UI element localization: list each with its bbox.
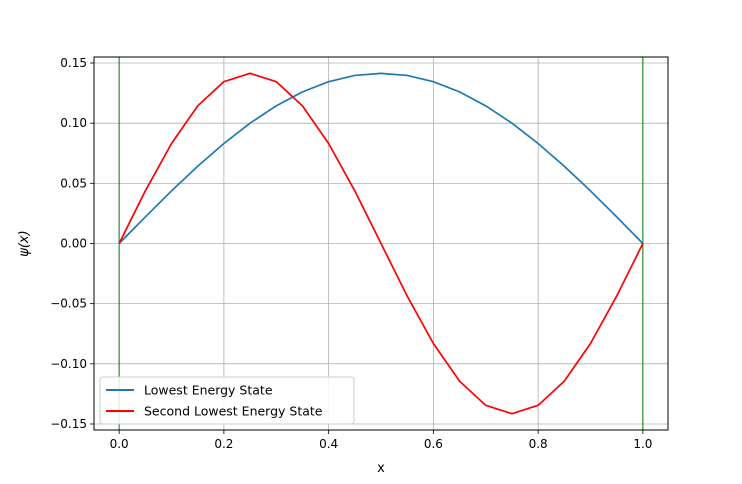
- x-tick-label: 0.4: [319, 437, 338, 451]
- y-tick-label: −0.05: [50, 297, 87, 311]
- series-line-1: [118, 72, 644, 415]
- y-tick-label: 0.10: [60, 116, 87, 130]
- x-tick-label: 1.0: [633, 437, 652, 451]
- legend: Lowest Energy State Second Lowest Energy…: [99, 376, 355, 425]
- boundary-lines: [118, 57, 644, 430]
- x-axis-ticks: 0.0 0.2 0.4 0.6 0.8 1.0: [110, 430, 652, 451]
- y-tick-label: 0.15: [60, 56, 87, 70]
- y-axis-ticks: 0.15 0.10 0.05 0.00 −0.05 −0.10 −0.15: [50, 56, 94, 431]
- y-tick-label: −0.15: [50, 417, 87, 431]
- legend-label-second: Second Lowest Energy State: [144, 404, 323, 419]
- y-axis-label: ψ(x): [17, 230, 32, 256]
- y-tick-label: 0.00: [60, 237, 87, 251]
- x-tick-label: 0.0: [110, 437, 129, 451]
- y-tick-label: −0.10: [50, 357, 87, 371]
- legend-label-lowest: Lowest Energy State: [144, 383, 273, 398]
- legend-box: [99, 376, 355, 425]
- y-tick-label: 0.05: [60, 176, 87, 190]
- series-lines: [118, 72, 644, 415]
- x-tick-label: 0.8: [529, 437, 548, 451]
- x-tick-label: 0.6: [424, 437, 443, 451]
- x-tick-label: 0.2: [214, 437, 233, 451]
- series-line-0: [118, 72, 644, 245]
- x-axis-label: x: [377, 461, 385, 476]
